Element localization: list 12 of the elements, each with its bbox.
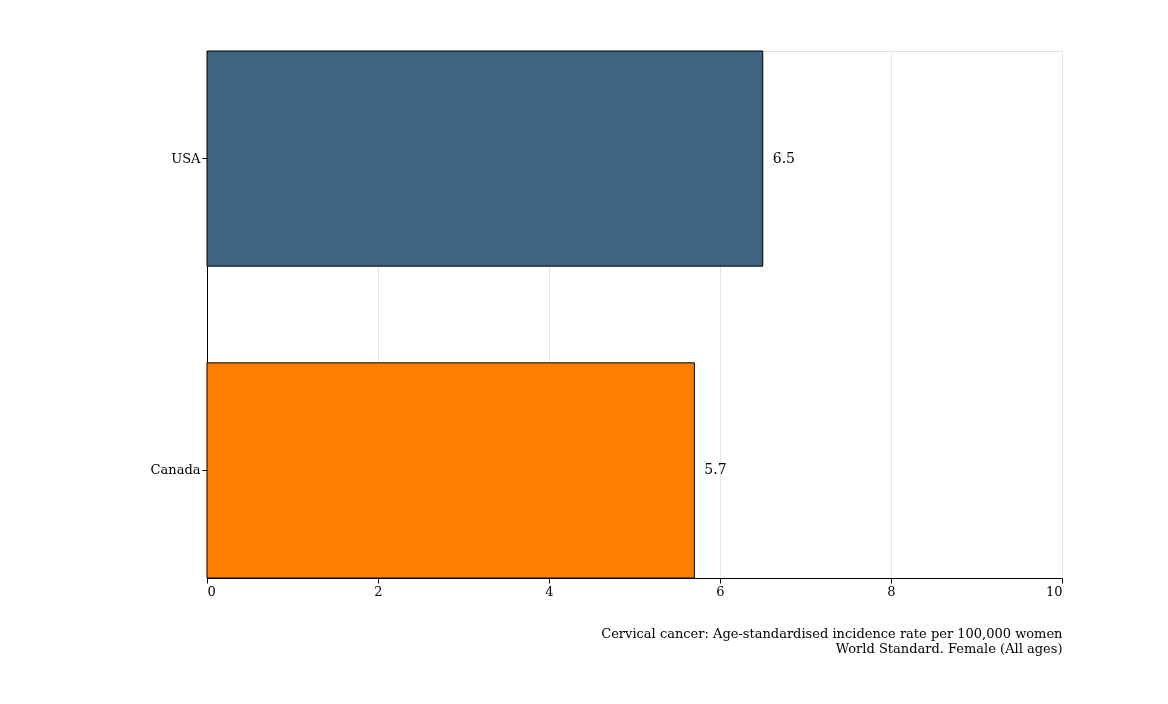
x-tick-label: 8 <box>887 583 896 599</box>
text: World Standard. Female (All ages) <box>835 641 1063 656</box>
text: Cervical cancer: Age-standardised incidence rate per 100,000 women <box>601 626 1064 641</box>
x-tick-label: 2 <box>374 583 383 599</box>
data-label: 5.7 <box>704 461 727 478</box>
x-tick-label: 6 <box>716 583 725 599</box>
x-tick-label: 4 <box>545 583 554 599</box>
y-tick-label: USA <box>171 150 202 166</box>
x-tick-label: 10 <box>1045 583 1063 599</box>
x-tick-label: 0 <box>207 583 216 599</box>
y-tick-label: Canada <box>150 462 201 478</box>
data-label: 6.5 <box>772 149 796 166</box>
